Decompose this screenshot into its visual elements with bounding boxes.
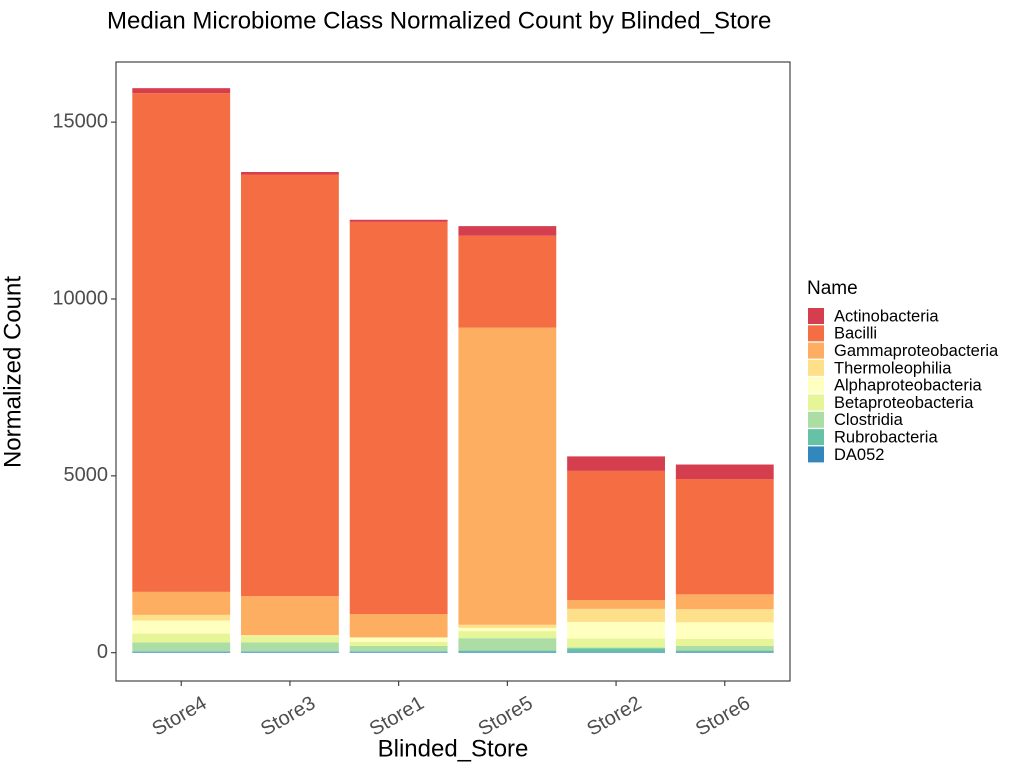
bar-segment bbox=[675, 651, 774, 653]
bar-segment bbox=[132, 620, 231, 634]
bar-segment bbox=[349, 645, 448, 652]
bar-segment bbox=[675, 479, 774, 595]
legend-key bbox=[808, 446, 824, 463]
bar-segment bbox=[675, 645, 774, 651]
bar-segment bbox=[349, 221, 448, 615]
bar-segment bbox=[132, 614, 231, 621]
y-tick-label: 5000 bbox=[64, 464, 109, 486]
bar-segment bbox=[567, 638, 665, 648]
bar-segment bbox=[567, 648, 665, 652]
y-tick-label: 15000 bbox=[52, 110, 108, 132]
bar-segment bbox=[458, 235, 557, 328]
bar-segment bbox=[349, 614, 448, 638]
legend-key bbox=[808, 377, 824, 394]
bar-segment bbox=[132, 93, 231, 592]
bar-segment bbox=[241, 636, 339, 643]
legend-key bbox=[808, 342, 824, 359]
x-tick-label: Store4 bbox=[148, 692, 210, 741]
bar-segment bbox=[132, 642, 231, 652]
bar-segment bbox=[458, 226, 557, 236]
bar-segment bbox=[349, 637, 448, 638]
legend-key bbox=[808, 429, 824, 446]
bar-segment bbox=[458, 631, 557, 639]
bar-segment bbox=[241, 596, 339, 636]
bar-segment bbox=[241, 635, 339, 636]
legend-label: DA052 bbox=[834, 446, 884, 464]
legend-key bbox=[808, 325, 824, 342]
x-tick-label: Store1 bbox=[366, 692, 428, 741]
bar-segment bbox=[349, 637, 448, 642]
legend: Name ActinobacteriaBacilliGammaproteobac… bbox=[807, 278, 999, 464]
bar-segment bbox=[567, 647, 665, 649]
x-tick-label: Store5 bbox=[475, 692, 537, 741]
legend-key bbox=[808, 411, 824, 428]
bar-segment bbox=[349, 219, 448, 222]
legend-label: Alphaproteobacteria bbox=[834, 377, 983, 395]
bar-segment bbox=[132, 88, 231, 94]
bar-segment bbox=[458, 624, 557, 628]
bar-segment bbox=[567, 456, 665, 471]
bar-segment bbox=[458, 627, 557, 632]
bar-segment bbox=[675, 594, 774, 610]
x-tick-label: Store3 bbox=[257, 692, 319, 741]
bar-segment bbox=[458, 651, 557, 653]
legend-items: ActinobacteriaBacilliGammaproteobacteria… bbox=[808, 307, 999, 464]
y-tick-label: 0 bbox=[97, 641, 108, 663]
legend-label: Betaproteobacteria bbox=[834, 394, 974, 412]
legend-label: Clostridia bbox=[834, 411, 904, 429]
y-axis-title: Normalized Count bbox=[0, 276, 26, 468]
legend-label: Actinobacteria bbox=[834, 307, 939, 325]
bar-segment bbox=[349, 651, 448, 653]
bar-segment bbox=[567, 600, 665, 609]
bar-segment bbox=[567, 470, 665, 600]
x-tick-label: Store6 bbox=[692, 692, 754, 741]
x-tick-label: Store2 bbox=[583, 692, 645, 741]
bar-segment bbox=[241, 172, 339, 175]
bar-segment bbox=[458, 650, 557, 652]
legend-key bbox=[808, 359, 824, 376]
legend-label: Rubrobacteria bbox=[834, 428, 938, 446]
y-tick-label: 10000 bbox=[52, 287, 108, 309]
bar-segment bbox=[675, 464, 774, 480]
legend-label: Thermoleophilia bbox=[834, 359, 952, 377]
bar-segment bbox=[241, 174, 339, 597]
bar-segment bbox=[349, 641, 448, 646]
chart-title: Median Microbiome Class Normalized Count… bbox=[107, 7, 771, 34]
x-axis: Store4 Store3 Store1 Store5 Store2 Store6 bbox=[148, 681, 754, 741]
bar-segment bbox=[132, 651, 231, 653]
bar-segment bbox=[675, 638, 774, 646]
bar-segment bbox=[458, 638, 557, 651]
bar-segment bbox=[458, 327, 557, 625]
bars bbox=[132, 88, 774, 653]
legend-label: Gammaproteobacteria bbox=[834, 342, 999, 360]
x-axis-title: Blinded_Store bbox=[378, 735, 529, 762]
legend-title: Name bbox=[807, 278, 858, 299]
bar-segment bbox=[567, 608, 665, 622]
panel-border bbox=[115, 61, 791, 682]
bar-segment bbox=[567, 651, 665, 653]
bar-segment bbox=[241, 642, 339, 652]
bar-segment bbox=[675, 650, 774, 652]
bar-segment bbox=[132, 591, 231, 615]
legend-key bbox=[808, 308, 824, 324]
legend-label: Bacilli bbox=[834, 325, 877, 343]
bar-segment bbox=[675, 622, 774, 639]
y-axis: 0 5000 10000 15000 bbox=[52, 110, 116, 663]
bar-segment bbox=[241, 651, 339, 653]
bar-segment bbox=[567, 621, 665, 639]
bar-segment bbox=[132, 633, 231, 643]
legend-key bbox=[808, 394, 824, 411]
bar-segment bbox=[675, 609, 774, 623]
